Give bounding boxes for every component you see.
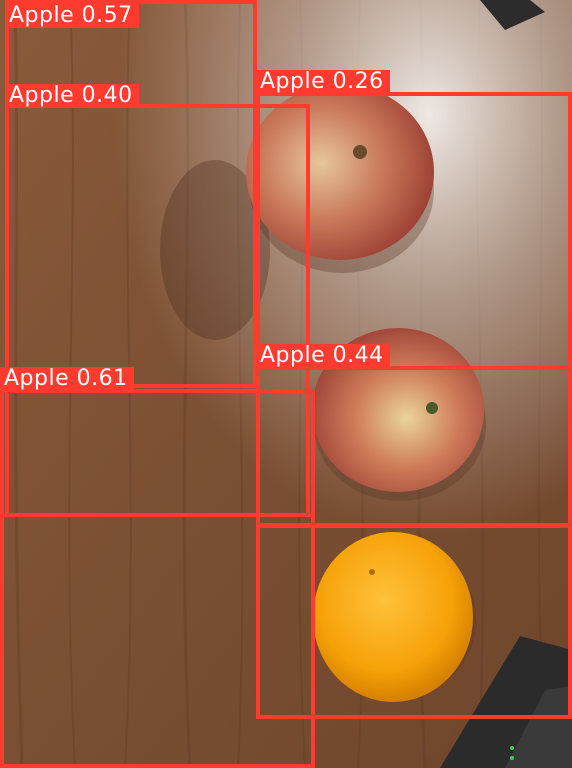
detection-label: Apple 0.26 (256, 70, 390, 94)
detection-box (256, 523, 572, 719)
detection-label: Apple 0.40 (5, 84, 139, 108)
detection-box (0, 513, 315, 768)
detection-label: Apple 0.61 (0, 367, 134, 391)
detection-label: Apple 0.44 (256, 344, 390, 368)
detection-label: Apple 0.57 (5, 4, 139, 28)
